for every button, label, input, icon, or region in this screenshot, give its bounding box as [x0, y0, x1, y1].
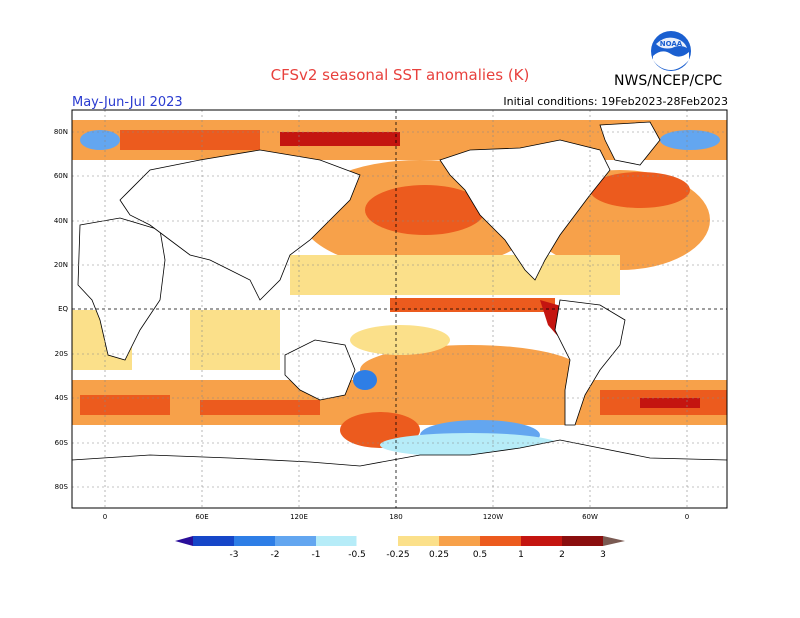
legend-swatch	[275, 536, 316, 546]
legend-tick-label: -3	[230, 550, 239, 560]
lon-label: 60W	[582, 513, 598, 521]
graticule	[72, 110, 727, 508]
agency-label: NWS/NCEP/CPC	[614, 73, 723, 89]
legend-tick-label: -2	[271, 550, 280, 560]
legend-tick-label: 2	[559, 550, 565, 560]
legend-swatch	[439, 536, 480, 546]
lon-label: 120W	[483, 513, 503, 521]
legend-swatch	[234, 536, 275, 546]
legend-tick-label: -0.25	[386, 550, 409, 560]
legend-tick-label: 1	[518, 550, 524, 560]
lat-label: 20S	[55, 350, 69, 358]
forecast-period: May-Jun-Jul 2023	[72, 95, 183, 110]
lon-label: 60E	[195, 513, 208, 521]
legend-tick-label: -0.5	[348, 550, 366, 560]
legend-tick-label: 3	[600, 550, 606, 560]
legend-swatch	[562, 536, 603, 546]
svg-text:NOAA: NOAA	[660, 40, 683, 48]
legend-swatch	[356, 535, 399, 547]
initial-conditions: Initial conditions: 19Feb2023-28Feb2023	[503, 95, 728, 108]
lat-label: 60S	[55, 439, 69, 447]
legend-arrow-low	[175, 536, 193, 546]
legend-swatch	[193, 536, 234, 546]
legend-arrow-high	[603, 536, 625, 546]
legend-swatch	[316, 536, 357, 546]
lat-label: 40N	[54, 217, 68, 225]
legend-tick-label: 0.25	[429, 550, 449, 560]
lon-label: 120E	[290, 513, 308, 521]
legend-swatch	[398, 536, 439, 546]
lon-label: 180	[389, 513, 402, 521]
lat-label: 80S	[55, 483, 69, 491]
lon-label: 0	[685, 513, 689, 521]
legend-swatch	[480, 536, 521, 546]
lat-label: 20N	[54, 261, 68, 269]
legend-swatch	[521, 536, 562, 546]
lat-label: 40S	[55, 394, 69, 402]
color-legend: -3 -2 -1 -0.5 -0.25 0.25 0.5 1 2 3	[175, 535, 625, 560]
legend-tick-label: -1	[312, 550, 321, 560]
lat-label: 60N	[54, 172, 68, 180]
anomaly-field	[72, 110, 727, 508]
lat-label: EQ	[58, 305, 68, 313]
map-frame	[71, 109, 728, 509]
land-masses	[72, 121, 727, 508]
lat-label: 80N	[54, 128, 68, 136]
noaa-logo-icon: NOAA	[650, 30, 692, 72]
lon-label: 0	[103, 513, 107, 521]
legend-tick-label: 0.5	[473, 550, 487, 560]
map-title: CFSv2 seasonal SST anomalies (K)	[270, 66, 530, 84]
